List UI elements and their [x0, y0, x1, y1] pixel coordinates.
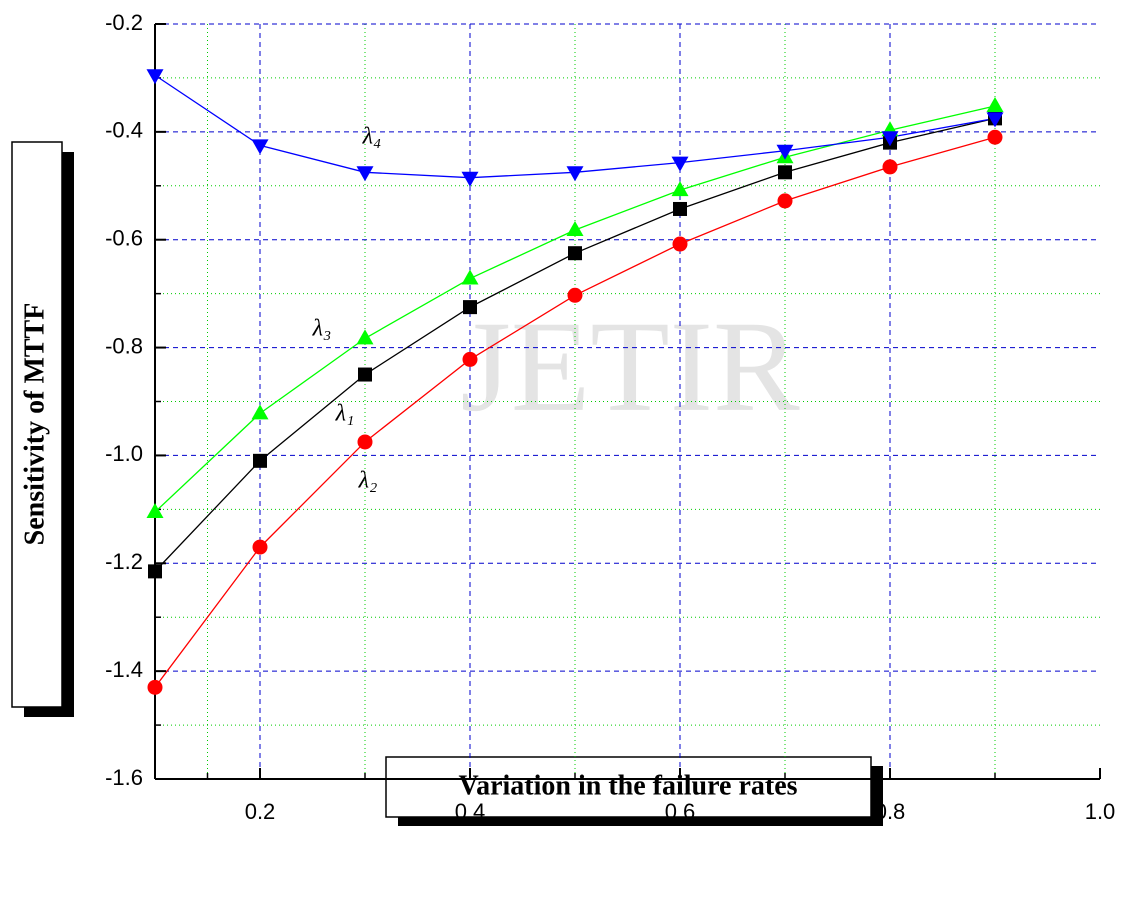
y-axis-label: Sensitivity of MTTF [19, 303, 50, 546]
x-label-box [385, 756, 872, 818]
series-label: λ₁ [335, 401, 355, 427]
series-label: λ₂ [358, 468, 378, 494]
data-point [251, 139, 269, 155]
data-point [777, 193, 793, 209]
y-tick-label: -1.2 [105, 549, 143, 574]
x-tick-label: 0.6 [665, 799, 696, 824]
data-point [882, 159, 898, 175]
data-point [672, 236, 688, 252]
data-point [462, 351, 478, 367]
data-point [356, 166, 374, 182]
y-label-box [11, 141, 63, 708]
y-tick-label: -1.4 [105, 657, 143, 682]
data-point [461, 269, 479, 285]
data-point [146, 69, 164, 85]
series-line [154, 74, 996, 179]
x-tick-label: 0.2 [245, 799, 276, 824]
data-point [566, 221, 584, 237]
data-point [358, 367, 372, 382]
y-tick-label: -0.2 [105, 10, 143, 35]
data-point [357, 434, 373, 450]
x-tick-label: 1.0 [1085, 799, 1116, 824]
y-tick-label: -0.4 [105, 118, 143, 143]
data-point [146, 503, 164, 519]
data-point [356, 329, 374, 345]
data-point [671, 156, 689, 172]
y-tick-label: -1.0 [105, 441, 143, 466]
data-point [251, 404, 269, 420]
data-point [463, 300, 477, 315]
data-point [148, 564, 162, 579]
data-point [673, 201, 687, 216]
data-point [776, 144, 794, 160]
data-point [147, 679, 163, 695]
data-point [567, 287, 583, 303]
data-point [987, 129, 1003, 145]
series-label: λ₃ [312, 316, 332, 342]
y-tick-label: -0.6 [105, 226, 143, 251]
x-tick-label: 0.8 [875, 799, 906, 824]
series-label: λ₄ [362, 124, 382, 150]
data-point [461, 171, 479, 187]
data-point [986, 112, 1004, 128]
watermark: JETIR [460, 295, 800, 439]
y-tick-label: -0.8 [105, 333, 143, 358]
data-point [778, 165, 792, 180]
data-point [253, 453, 267, 468]
y-tick-label: -1.6 [105, 765, 143, 790]
x-axis-label: Variation in the failure rates [458, 770, 797, 801]
data-point [252, 539, 268, 555]
data-point [566, 166, 584, 182]
data-point [881, 131, 899, 147]
data-point [568, 246, 582, 261]
data-point [671, 181, 689, 197]
x-tick-label: 0.4 [455, 799, 486, 824]
data-point [986, 96, 1004, 112]
